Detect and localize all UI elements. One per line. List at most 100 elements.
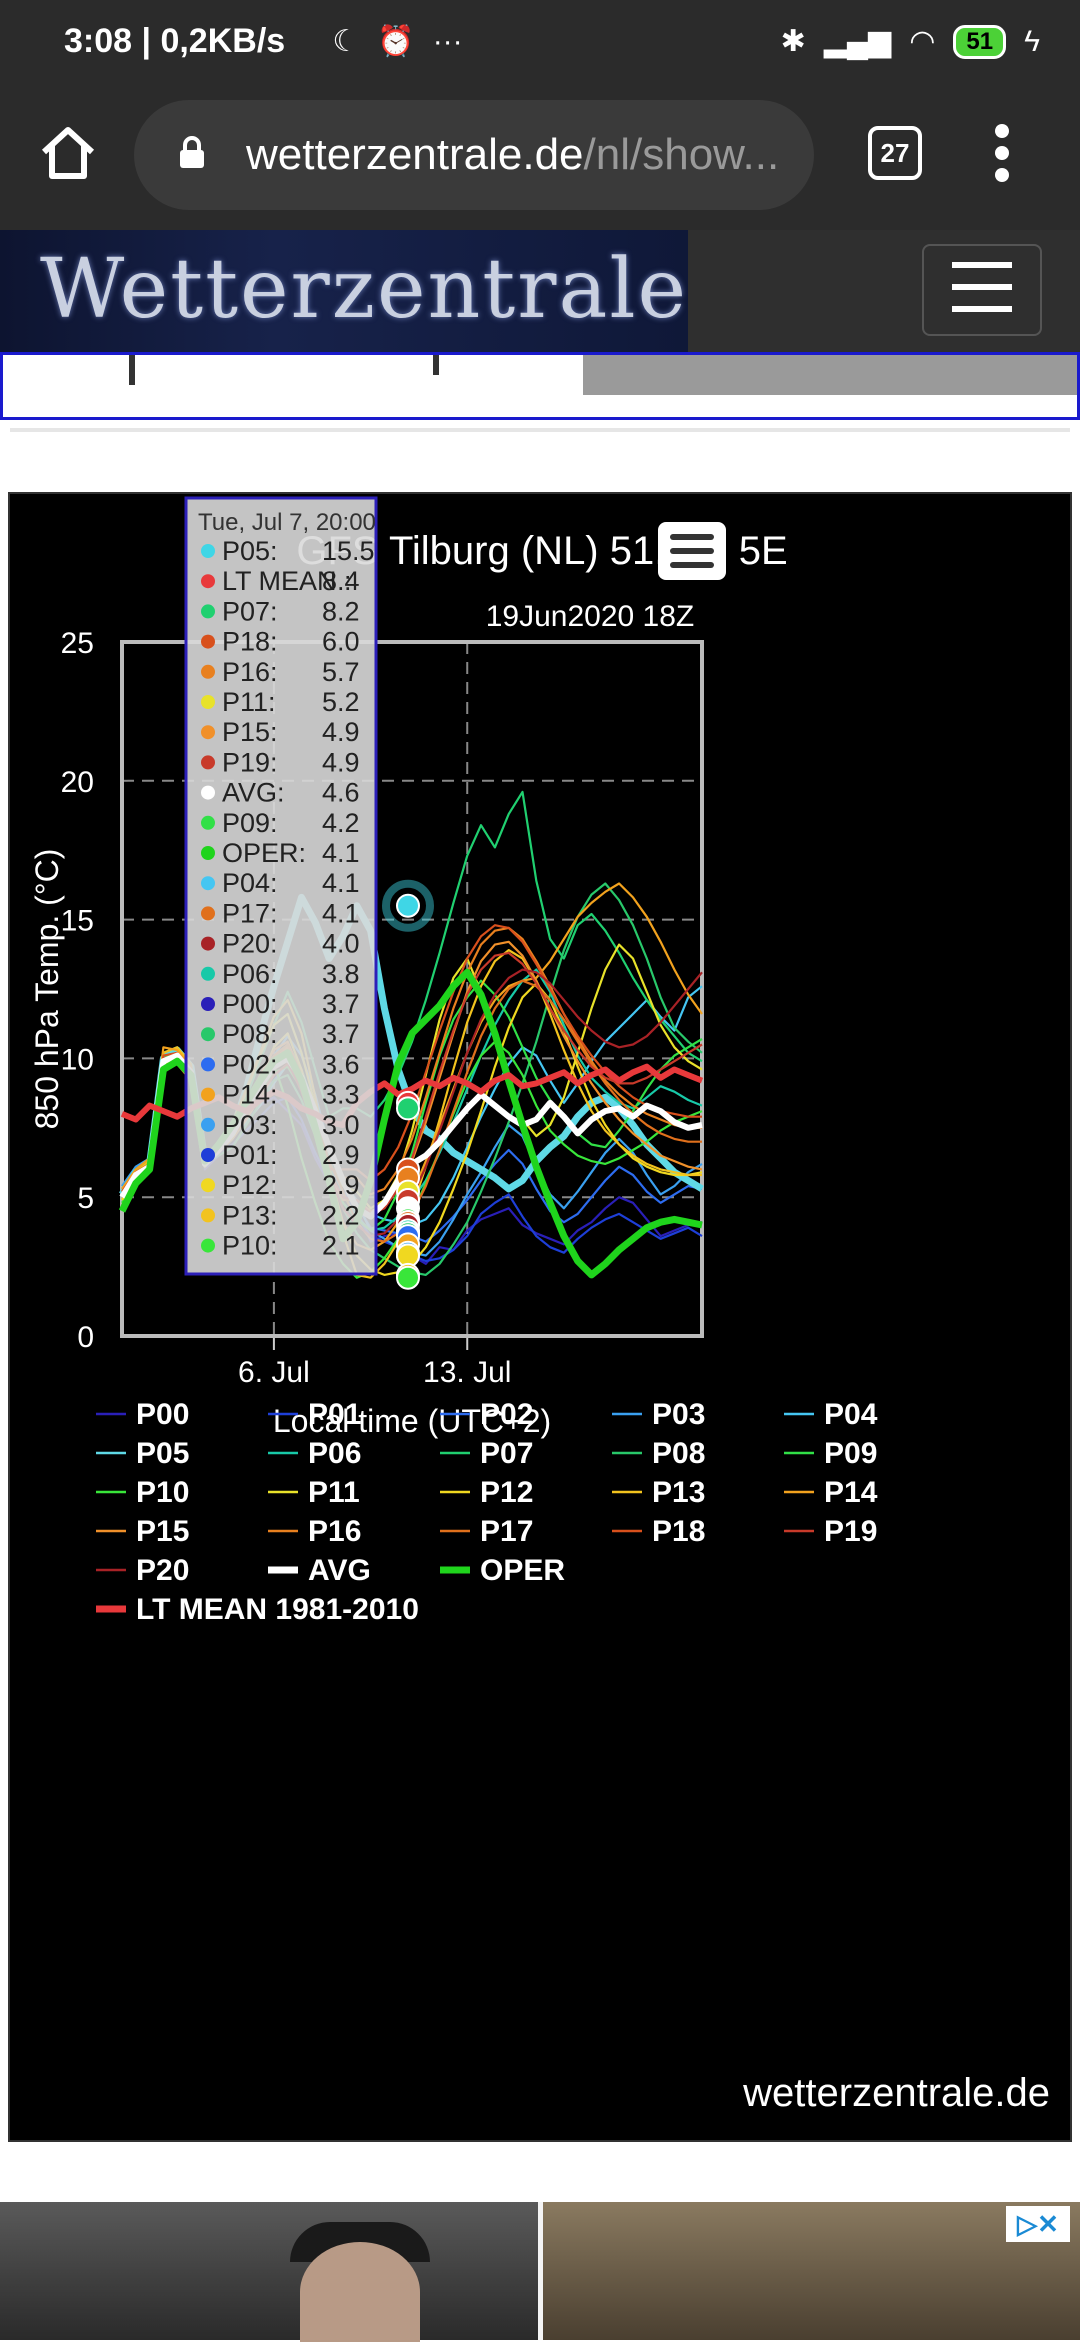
tooltip-value: 5.7	[322, 657, 360, 687]
legend-item-label[interactable]: P13	[652, 1476, 705, 1509]
tooltip-value: 4.2	[322, 808, 360, 838]
tab-switcher-button[interactable]: 27	[868, 126, 922, 180]
tooltip-value: 4.9	[322, 747, 360, 777]
y-tick-label: 5	[77, 1182, 94, 1215]
tooltip-value: 2.1	[322, 1231, 360, 1261]
tooltip-series-label: P20:	[222, 929, 278, 959]
home-icon[interactable]	[38, 122, 98, 182]
tooltip-dot	[201, 1178, 215, 1193]
tooltip-value: 4.9	[322, 717, 360, 747]
legend-item-label[interactable]: P14	[824, 1476, 878, 1509]
ad-image-left[interactable]	[0, 2202, 538, 2342]
tooltip-series-label: P11:	[222, 687, 276, 717]
y-tick-label: 10	[61, 1043, 94, 1076]
tooltip-dot	[201, 997, 215, 1011]
tooltip-dot	[201, 544, 215, 558]
moon-icon: ☾	[332, 25, 360, 58]
lock-icon	[180, 136, 204, 168]
x-axis-label: Local time (UTC+2)	[273, 1403, 551, 1439]
legend-item-label[interactable]: P12	[480, 1476, 533, 1509]
tooltip-dot	[201, 966, 215, 981]
tooltip-value: 4.1	[322, 838, 360, 868]
y-tick-label: 0	[77, 1321, 94, 1354]
tooltip-series-label: P19:	[222, 747, 278, 777]
x-tick-label: 13. Jul	[423, 1356, 511, 1389]
hover-point	[396, 1096, 420, 1121]
legend-item-label[interactable]: P06	[308, 1437, 361, 1470]
legend-item-label[interactable]: P07	[480, 1437, 533, 1470]
hover-halo	[382, 879, 434, 932]
ad-image-right[interactable]: ▷✕	[543, 2202, 1080, 2340]
legend-item-label[interactable]: P16	[308, 1515, 361, 1548]
tooltip-value: 4.6	[322, 778, 360, 808]
battery-icon: 51	[953, 24, 1007, 59]
bottom-ad[interactable]: ▷✕	[0, 2202, 1080, 2342]
divider	[10, 428, 1070, 432]
legend-item-label[interactable]: P02	[480, 1398, 533, 1431]
tooltip-header: Tue, Jul 7, 20:00	[198, 509, 376, 536]
legend-item-label[interactable]: P17	[480, 1515, 533, 1548]
charging-icon: ϟ	[1024, 24, 1040, 58]
legend-item-label[interactable]: P03	[652, 1398, 705, 1431]
tooltip-value: 3.8	[322, 959, 360, 989]
legend-item-label[interactable]: P05	[136, 1437, 189, 1470]
tooltip-dot	[201, 755, 215, 770]
site-logo[interactable]: Wetterzentrale	[0, 230, 688, 352]
tooltip-value: 4.1	[322, 898, 360, 928]
tooltip-value: 3.3	[322, 1080, 360, 1110]
hover-point	[396, 1265, 420, 1290]
legend-item-label[interactable]: P19	[824, 1515, 877, 1548]
ad-banner[interactable]	[0, 352, 1080, 420]
tooltip-dot	[201, 664, 215, 679]
legend-item-label[interactable]: P20	[136, 1554, 189, 1587]
legend-item-label[interactable]: P11	[308, 1476, 360, 1509]
tooltip-dot	[201, 574, 215, 589]
legend-item-label[interactable]: P04	[824, 1398, 878, 1431]
legend-item-label[interactable]: AVG	[308, 1554, 371, 1587]
tooltip-dot	[201, 1027, 215, 1042]
tooltip-box	[184, 496, 378, 1276]
legend-item-label[interactable]: P08	[652, 1437, 705, 1470]
tooltip-value: 3.7	[322, 1019, 360, 1049]
tooltip-value: 5.2	[322, 687, 360, 717]
hamburger-menu-button[interactable]	[922, 244, 1042, 336]
legend-item-label[interactable]: P15	[136, 1515, 189, 1548]
url-text: wetterzentrale.de/nl/show...	[246, 130, 780, 179]
tooltip-value: 3.6	[322, 1049, 360, 1079]
chart-menu-icon-bar	[670, 562, 714, 568]
chart-container[interactable]: GFS Tilburg (NL) 51.5N, 5E 19Jun2020 18Z 0…	[8, 492, 1072, 2142]
bluetooth-icon: ✱	[780, 25, 806, 58]
tooltip-dot	[201, 1057, 215, 1072]
tooltip-dot	[201, 634, 215, 649]
tooltip-dot	[201, 1148, 215, 1162]
legend-item-label[interactable]: P10	[136, 1476, 189, 1509]
tooltip-series-label: P08:	[222, 1019, 278, 1049]
tooltip-series-label: P10:	[222, 1231, 278, 1261]
ad-choices-icon[interactable]: ▷✕	[1006, 2206, 1070, 2242]
tooltip-series-label: P13:	[222, 1200, 278, 1230]
legend-item-label[interactable]: LT MEAN 1981-2010	[136, 1593, 419, 1626]
tooltip-dot	[201, 936, 215, 951]
tooltip-series-label: P18:	[222, 627, 278, 657]
wifi-icon: ◠	[909, 25, 936, 58]
legend-item-label[interactable]: P01	[308, 1398, 361, 1431]
legend-item-label[interactable]: P00	[136, 1398, 189, 1431]
alarm-icon: ⏰	[377, 25, 415, 58]
tooltip-dot	[201, 785, 215, 800]
legend-item-label[interactable]: P09	[824, 1437, 877, 1470]
browser-menu-icon[interactable]	[992, 124, 1012, 184]
tooltip-series-label: P17:	[222, 898, 278, 928]
legend-item-label[interactable]: P18	[652, 1515, 705, 1548]
tooltip-value: 2.2	[322, 1200, 360, 1230]
site-header: Wetterzentrale	[0, 230, 1080, 352]
tooltip-dot	[201, 1208, 215, 1223]
tooltip-series-label: P06:	[222, 959, 278, 989]
tooltip-dot	[201, 725, 215, 740]
tooltip-series-label: P04:	[222, 868, 278, 898]
legend-item-label[interactable]: OPER	[480, 1554, 565, 1587]
tooltip-series-label: P00:	[222, 989, 278, 1019]
tooltip-dot	[201, 876, 215, 891]
address-bar[interactable]: wetterzentrale.de/nl/show...	[134, 100, 814, 210]
y-tick-label: 25	[61, 627, 94, 660]
